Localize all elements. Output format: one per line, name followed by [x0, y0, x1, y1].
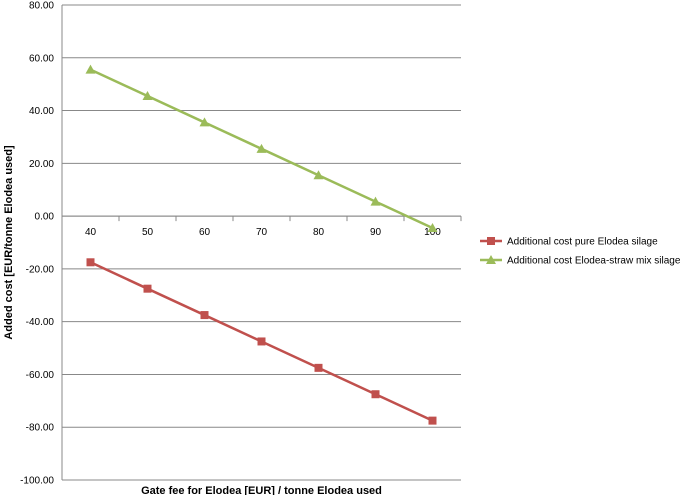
data-point [313, 170, 324, 180]
y-tick-label: -80.00 [26, 423, 55, 434]
x-tick-label: 100 [424, 227, 441, 238]
y-tick-label: 60.00 [29, 53, 54, 64]
y-axis-title: Added cost [EUR/tonne Elodea used] [3, 145, 15, 340]
data-point [256, 143, 267, 153]
legend-item: Additional cost pure Elodea silage [480, 237, 658, 248]
data-point [371, 390, 380, 399]
y-tick-label: -20.00 [26, 264, 55, 275]
series-1 [86, 258, 437, 425]
x-axis-title: Gate fee for Elodea [EUR] / tonne Elodea… [141, 485, 382, 495]
x-tick-label: 70 [256, 227, 268, 238]
x-tick-label: 50 [142, 227, 154, 238]
legend-item: Additional cost Elodea-straw mix silage [480, 255, 681, 267]
data-point [200, 311, 209, 320]
legend-marker [487, 237, 495, 245]
legend-label: Additional cost Elodea-straw mix silage [507, 256, 681, 267]
y-tick-label: -60.00 [26, 370, 55, 381]
y-tick-label: 0.00 [35, 212, 55, 223]
data-point [199, 117, 210, 127]
x-tick-label: 80 [313, 227, 325, 238]
data-point [427, 222, 438, 232]
x-axis-tick-labels: 40 50 60 70 80 90 100 [61, 216, 462, 238]
data-point [85, 64, 96, 74]
y-tick-label: -100.00 [20, 476, 54, 487]
series-2 [85, 64, 438, 232]
legend-label: Additional cost pure Elodea silage [507, 237, 658, 248]
y-axis-tick-labels: 80.00 60.00 40.00 20.00 0.00 -20.00 -40.00 -60.… [20, 1, 54, 487]
legend-marker [486, 255, 496, 264]
x-tick-label: 40 [85, 227, 97, 238]
x-tick-label: 60 [199, 227, 211, 238]
y-tick-label: 20.00 [29, 159, 54, 170]
x-tick-label: 90 [370, 227, 382, 238]
grid-lines [62, 4, 461, 481]
y-tick-label: -40.00 [26, 317, 55, 328]
data-point [257, 337, 266, 346]
data-point [86, 258, 95, 267]
series-group [85, 64, 438, 425]
data-point [370, 196, 381, 206]
data-point [428, 416, 437, 425]
data-point [142, 91, 153, 101]
y-tick-label: 80.00 [29, 1, 54, 12]
data-point [314, 363, 323, 372]
y-tick-label: 40.00 [29, 106, 54, 117]
data-point [143, 284, 152, 293]
legend: Additional cost pure Elodea silage Additi… [480, 237, 681, 267]
